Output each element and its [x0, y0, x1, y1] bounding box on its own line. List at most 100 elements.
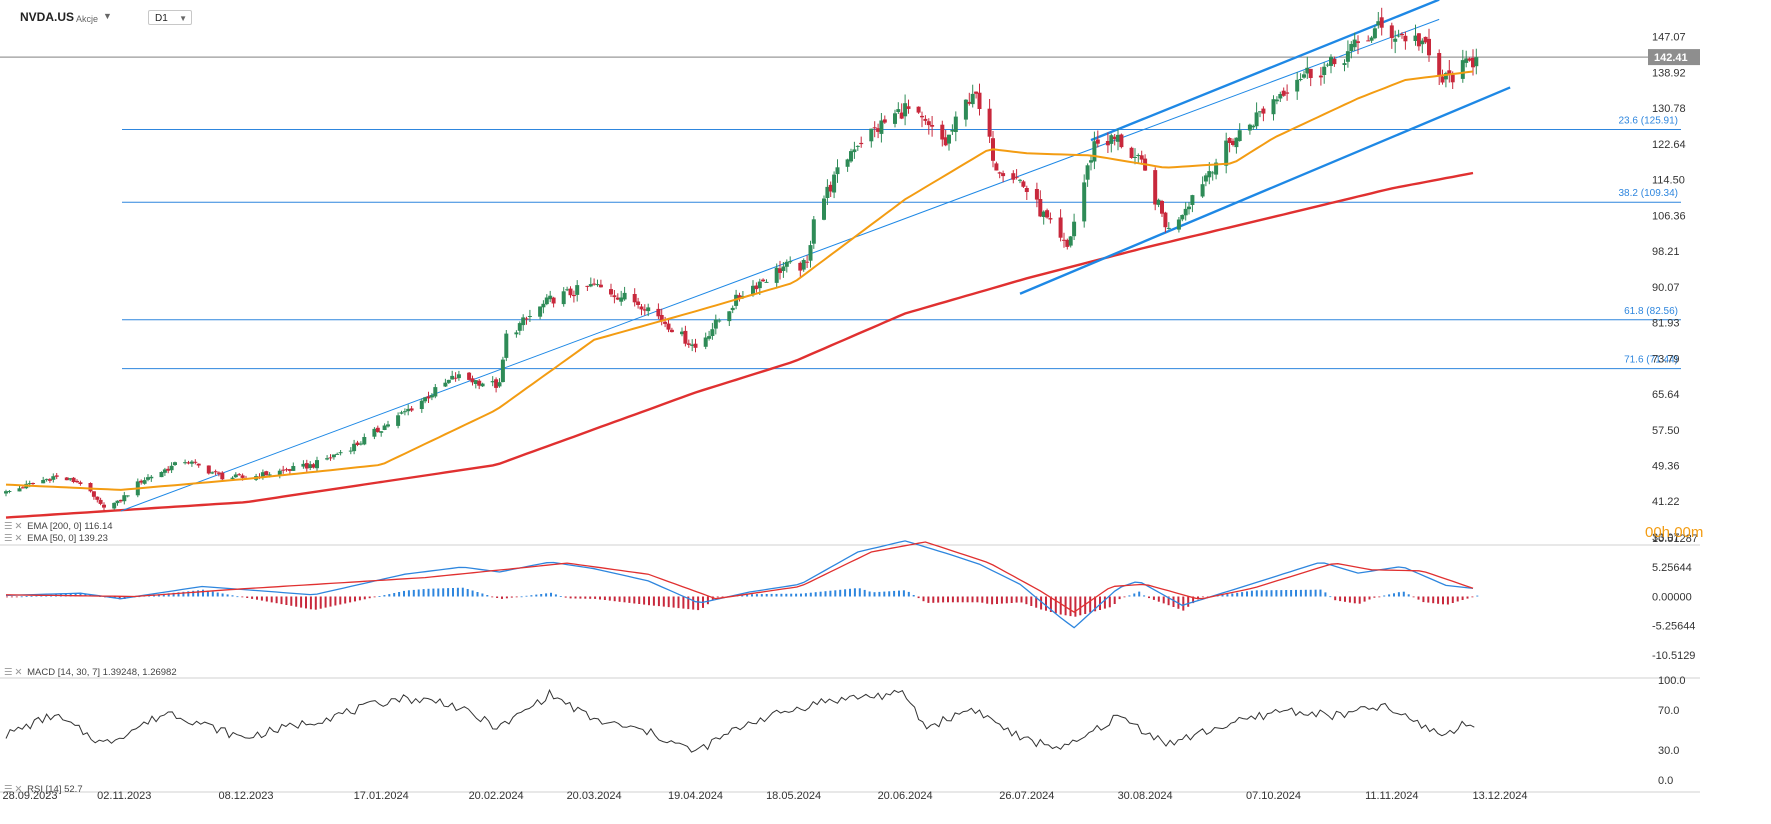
candle-body — [1467, 58, 1472, 61]
candle-body — [632, 294, 637, 303]
candle-body — [1352, 39, 1357, 48]
candle-body — [751, 285, 755, 296]
time-tick-label: 28.09.2023 — [2, 790, 57, 802]
macd-histogram-bar — [1304, 589, 1307, 597]
candle-body — [666, 323, 671, 330]
macd-value: 1.39248, — [102, 667, 140, 678]
macd-histogram-bar — [824, 591, 827, 597]
settings-icon[interactable]: ☰ — [4, 533, 13, 544]
macd-histogram-bar — [1040, 596, 1043, 610]
macd-histogram-bar — [236, 596, 239, 598]
candle-body — [352, 443, 357, 452]
candle-body — [1014, 176, 1019, 178]
candle-body — [504, 333, 509, 358]
macd-signal-value: 1.26982 — [142, 667, 177, 678]
candle-body — [382, 425, 387, 430]
macd-histogram-bar — [1000, 596, 1003, 604]
macd-histogram-bar — [172, 592, 175, 597]
candle-body — [730, 307, 735, 311]
ema200-value: 116.14 — [84, 521, 113, 532]
settings-icon[interactable]: ☰ — [4, 667, 13, 678]
trend-line — [1019, 86, 1511, 295]
symbol-name[interactable]: NVDA.US — [20, 10, 75, 24]
macd-histogram-bar — [319, 596, 322, 609]
price-tick-label: 114.50 — [1652, 175, 1685, 187]
candle-body — [619, 297, 624, 302]
candle-body — [1224, 140, 1229, 166]
candle-body — [216, 472, 221, 474]
trend-line — [1090, 0, 1440, 142]
candle-body — [1105, 141, 1110, 146]
macd-histogram-bar — [452, 588, 454, 597]
candle-body — [78, 482, 83, 484]
candle-body — [1372, 28, 1377, 39]
candle-body — [1187, 206, 1191, 210]
price-tick-label: 49.36 — [1652, 461, 1680, 473]
macd-histogram-bar — [849, 588, 851, 597]
macd-histogram-bar — [545, 593, 548, 597]
candle-body — [1369, 37, 1374, 41]
macd-histogram-bar — [721, 596, 724, 598]
macd-histogram-bar — [1393, 593, 1395, 597]
candle-body — [1129, 147, 1134, 158]
macd-histogram-bar — [1348, 596, 1351, 603]
candle-body — [301, 463, 306, 467]
settings-icon[interactable]: ☰ — [4, 521, 13, 532]
candle-body — [183, 462, 188, 464]
macd-histogram-bar — [1319, 589, 1322, 597]
macd-histogram-bar — [1446, 596, 1449, 605]
candle-body — [1062, 239, 1066, 241]
macd-histogram-bar — [1388, 594, 1391, 597]
dropdown-caret-icon[interactable]: ▼ — [103, 11, 112, 21]
candle-body — [1332, 58, 1337, 65]
settings-icon[interactable]: ☰ — [4, 784, 13, 795]
candle-body — [379, 431, 384, 433]
candle-body — [260, 472, 265, 478]
macd-signal-line — [5, 541, 1474, 613]
candle-body — [1285, 92, 1290, 94]
macd-histogram-bar — [834, 590, 837, 597]
macd-histogram-bar — [1373, 596, 1376, 598]
candle-body — [277, 470, 282, 476]
close-icon[interactable]: ✕ — [14, 533, 23, 544]
candle-body — [538, 306, 543, 317]
candle-body — [683, 330, 688, 344]
price-grid — [0, 544, 1700, 793]
candle-body — [1166, 227, 1171, 229]
macd-histogram-bar — [1094, 596, 1097, 612]
candle-body — [41, 480, 46, 484]
candle-body — [524, 318, 529, 320]
macd-histogram-bar — [564, 596, 567, 598]
candle-body — [849, 151, 853, 162]
candle-body — [315, 460, 319, 469]
candle-body — [497, 382, 502, 387]
macd-histogram-bar — [1246, 591, 1248, 597]
macd-histogram-bar — [643, 596, 646, 605]
macd-histogram-bar — [25, 596, 28, 597]
candle-body — [426, 396, 431, 399]
candle-body — [98, 499, 103, 504]
macd-histogram-bar — [1108, 596, 1111, 608]
macd-histogram-bar — [991, 596, 994, 605]
candle-body — [467, 372, 472, 380]
candle-body — [906, 106, 911, 109]
macd-histogram-bar — [1471, 596, 1474, 598]
macd-histogram-bar — [324, 596, 327, 608]
candle-body — [1308, 68, 1313, 78]
rsi-legend: ☰ ✕ RSI [14] 52.7 — [4, 784, 83, 795]
candle-body — [17, 488, 22, 492]
close-icon[interactable]: ✕ — [14, 521, 23, 532]
timeframe-select[interactable]: D1 ▼ — [148, 10, 192, 25]
macd-histogram-bar — [1461, 596, 1464, 600]
candle-body — [845, 159, 850, 167]
close-icon[interactable]: ✕ — [14, 784, 23, 795]
candle-body — [514, 332, 519, 335]
macd-histogram-bar — [922, 596, 925, 602]
candle-body — [220, 472, 225, 480]
macd-histogram-bar — [741, 595, 744, 597]
macd-histogram-bar — [584, 596, 587, 599]
close-icon[interactable]: ✕ — [14, 667, 23, 678]
candle-body — [808, 245, 813, 261]
candle-body — [193, 461, 198, 463]
